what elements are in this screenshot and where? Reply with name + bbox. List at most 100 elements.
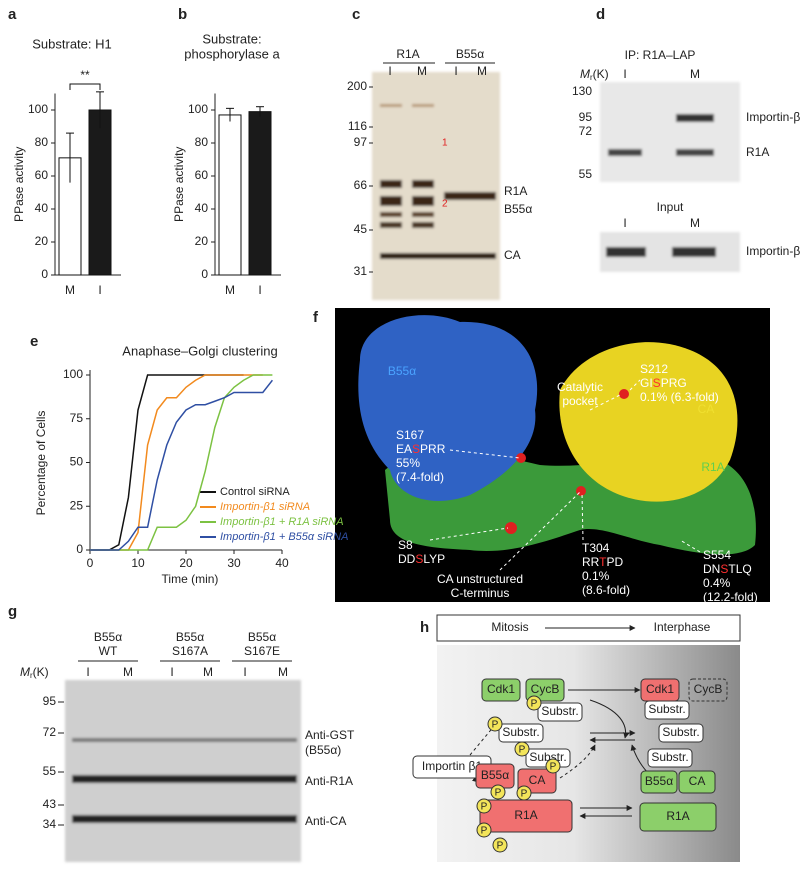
x-tick-label: 20 — [179, 556, 193, 570]
label: WT — [99, 644, 118, 658]
phosphate — [492, 837, 508, 853]
lane-label: I — [454, 64, 457, 78]
phosphate-label: P — [481, 826, 488, 837]
annotation: ** — [80, 68, 90, 82]
site-note: 55% — [396, 456, 420, 470]
x-tick-label: 30 — [227, 556, 241, 570]
phosphate — [476, 798, 492, 814]
node-label: CycB — [694, 682, 723, 696]
site-sequence-part: EA — [396, 442, 412, 456]
panel-letter: f — [313, 309, 319, 326]
chain-label: R1A — [701, 460, 724, 474]
label: Mr(K) — [20, 665, 49, 680]
x-tick-label: 0 — [87, 556, 94, 570]
legend-label: Importin-β1 siRNA — [220, 501, 310, 513]
site-label: S8 — [398, 538, 413, 552]
chart-title: Anaphase–Golgi clustering — [122, 343, 277, 358]
mw-label: 31 — [354, 264, 368, 278]
y-tick-label: 100 — [63, 367, 83, 381]
y-tick-label: 80 — [35, 135, 49, 149]
label: S167E — [244, 644, 280, 658]
site-sequence-part: DD — [398, 552, 416, 566]
panel-letter: d — [596, 6, 605, 23]
mw-label: 66 — [354, 178, 368, 192]
label-part: (K) — [593, 67, 609, 81]
site-sequence: RRTPD — [582, 555, 623, 569]
structure-f — [335, 308, 770, 602]
y-tick-label: 25 — [70, 498, 84, 512]
band-label: Anti-R1A — [305, 774, 353, 788]
lane-label: M — [278, 665, 288, 679]
node-box — [481, 678, 521, 702]
lane-label: I — [623, 67, 626, 81]
node-label: B55α — [481, 768, 509, 782]
label: Catalytic — [557, 380, 603, 394]
panel-letter: c — [352, 6, 360, 23]
node-label: Substr. — [648, 702, 685, 716]
x-tick-label: M — [65, 283, 75, 297]
mw-label: 200 — [347, 79, 367, 93]
header-label: Mitosis — [491, 620, 528, 634]
gel-g — [65, 680, 301, 862]
phosphate — [487, 716, 503, 732]
label: B55α — [176, 630, 204, 644]
x-tick-label: 10 — [131, 556, 145, 570]
site-note: 0.1% — [582, 569, 610, 583]
label: B55α — [456, 47, 484, 61]
label: B55α — [248, 630, 276, 644]
label-part: M — [580, 67, 590, 81]
node-label: CA — [529, 773, 546, 787]
site-label: T304 — [582, 541, 610, 555]
lane-label: M — [690, 216, 700, 230]
site-note: (8.6-fold) — [582, 583, 630, 597]
y-axis-label: PPase activity — [12, 147, 26, 222]
phosphate — [516, 785, 532, 801]
site-label: S167 — [396, 428, 424, 442]
site-sequence-part: S — [720, 562, 728, 576]
node-label: CA — [689, 774, 706, 788]
mw-label: 72 — [579, 124, 593, 138]
phosphate-label: P — [495, 788, 502, 799]
node-box — [525, 678, 565, 702]
phosphate-label: P — [531, 699, 538, 710]
panel-letter: g — [8, 603, 17, 620]
site-sequence-part: PD — [606, 555, 623, 569]
header-label: Interphase — [654, 620, 711, 634]
legend-label: Importin-β1 + B55α siRNA — [220, 531, 348, 543]
site-sequence-part: TLQ — [728, 562, 751, 576]
node-box — [644, 700, 690, 720]
site-sequence-part: S — [653, 376, 661, 390]
phosphate-label: P — [492, 720, 499, 731]
mw-label: 95 — [579, 110, 593, 124]
mw-label: 55 — [43, 764, 57, 778]
band-marker: 1 — [442, 138, 448, 149]
significance-bracket — [69, 83, 101, 90]
mw-label: 55 — [579, 167, 593, 181]
node-label: Substr. — [541, 704, 578, 718]
band-label: R1A — [746, 145, 769, 159]
y-tick-label: 20 — [195, 234, 209, 248]
node-label: Substr. — [662, 725, 699, 739]
phosphate-label: P — [521, 789, 528, 800]
y-tick-label: 60 — [195, 168, 209, 182]
phosphate-label: P — [497, 841, 504, 852]
chart-title: Substrate: H1 — [32, 36, 112, 51]
site-note: (12.2-fold) — [703, 590, 758, 604]
node-label: CycB — [531, 682, 560, 696]
y-tick-label: 100 — [28, 102, 48, 116]
lane-label: M — [417, 64, 427, 78]
x-tick-label: I — [258, 283, 261, 297]
band-label: Importin-β1 — [746, 110, 800, 124]
lane-label: I — [388, 64, 391, 78]
chart-title: phosphorylase a — [184, 46, 280, 61]
node-label: B55α — [645, 774, 673, 788]
label: CA unstructured — [437, 572, 523, 586]
y-tick-label: 0 — [41, 267, 48, 281]
x-tick-label: I — [98, 283, 101, 297]
node-box — [647, 748, 693, 768]
node-box — [688, 678, 728, 702]
y-tick-label: 50 — [70, 455, 84, 469]
phosphate-label: P — [481, 802, 488, 813]
node-box — [640, 770, 678, 794]
mw-label: 43 — [43, 797, 57, 811]
